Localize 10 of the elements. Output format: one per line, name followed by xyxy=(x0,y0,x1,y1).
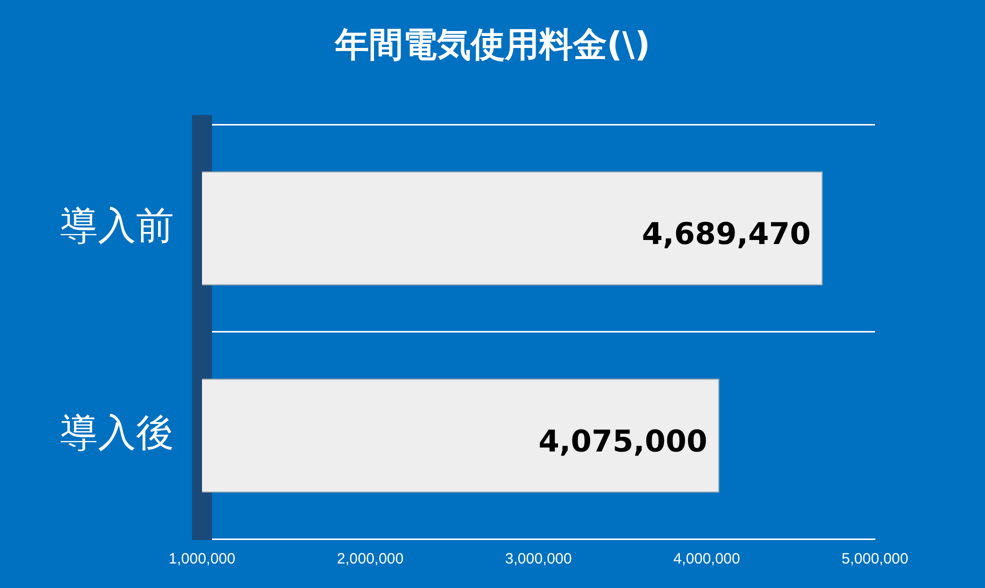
data-label: 4,689,470 xyxy=(642,217,811,252)
data-label: 4,075,000 xyxy=(538,424,708,460)
x-tick-label: 4,000,000 xyxy=(673,550,740,568)
x-tick-label: 3,000,000 xyxy=(505,550,572,568)
x-tick-label: 1,000,000 xyxy=(168,550,236,568)
chart-title: 年間電気使用料金(\) xyxy=(333,24,652,67)
x-tick-label: 5,000,000 xyxy=(842,550,908,568)
x-tick-label: 2,000,000 xyxy=(336,550,404,568)
y-tick-label: 導入前 xyxy=(60,203,174,248)
y-tick-label: 導入後 xyxy=(60,410,174,454)
